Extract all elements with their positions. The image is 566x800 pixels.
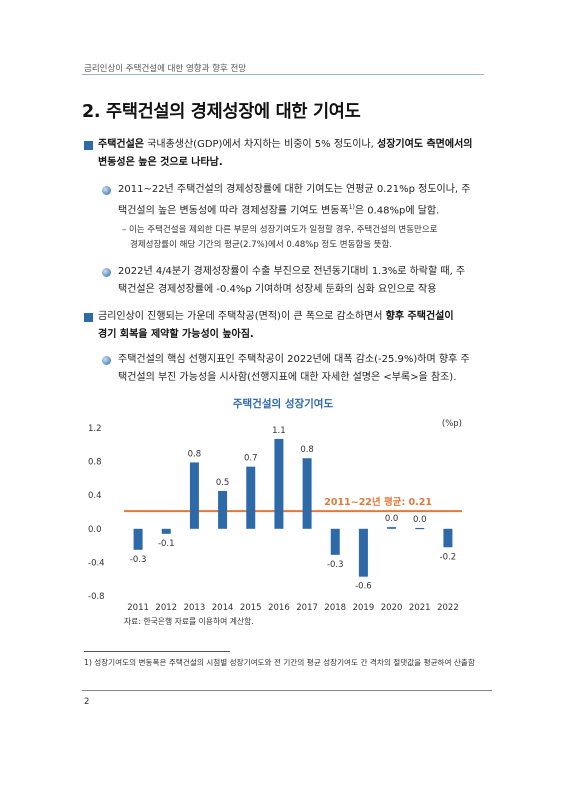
data-label: 0.5 bbox=[216, 478, 230, 488]
x-tick-label: 2019 bbox=[353, 603, 375, 613]
bar bbox=[274, 438, 284, 529]
section-title: 2. 주택건설의 경제성장에 대한 기여도 bbox=[82, 102, 361, 122]
bullet-1-line-1: 주택건설은 국내총생산(GDP)에서 차지하는 비중이 5% 정도이나, 성장기… bbox=[98, 135, 472, 155]
sub-3-line-1: 주택건설의 핵심 선행지표인 주택착공이 2022년에 대폭 감소(-25.9%… bbox=[118, 354, 470, 365]
bold-text: 변동성은 높은 것으로 나타남. bbox=[98, 157, 223, 168]
sub-1-line-1: 2011~22년 주택건설의 경제성장률에 대한 기여도는 연평균 0.21%p… bbox=[118, 184, 471, 195]
sub-2-line-1: 2022년 4/4분기 경제성장률이 수출 부진으로 전년동기대비 1.3%로 … bbox=[118, 266, 466, 277]
data-label: -0.1 bbox=[158, 539, 175, 549]
x-tick-label: 2015 bbox=[240, 603, 262, 613]
bar bbox=[443, 528, 453, 548]
x-tick-label: 2018 bbox=[324, 603, 346, 613]
circle-bullet-icon bbox=[102, 356, 111, 365]
x-tick-label: 2012 bbox=[155, 603, 177, 613]
footnote-divider bbox=[84, 651, 230, 652]
y-tick-label: -0.8 bbox=[88, 592, 105, 602]
y-tick-label: 0.0 bbox=[88, 525, 102, 535]
average-label: 2011~22년 평균: 0.21 bbox=[324, 496, 432, 508]
chart-source: 자료: 한국은행 자료를 이용하여 계산함. bbox=[124, 616, 254, 626]
footer-divider bbox=[82, 690, 492, 691]
data-label: -0.3 bbox=[327, 560, 344, 570]
data-label: 0.0 bbox=[413, 515, 427, 525]
sub-1-line-2: 택건설의 높은 변동성에 따라 경제성장률 기여도 변동폭1)은 0.48%p에… bbox=[118, 198, 439, 221]
text: 국내총생산(GDP)에서 차지하는 비중이 5% 정도이나, bbox=[144, 139, 377, 150]
bar bbox=[161, 528, 171, 534]
x-tick-label: 2021 bbox=[409, 603, 431, 613]
x-tick-label: 2016 bbox=[268, 603, 290, 613]
sub-3-line-2: 택건설의 부진 가능성을 시사함(선행지표에 대한 자세한 설명은 <부록>을 … bbox=[118, 372, 457, 383]
bold-text: 경기 회복을 제약할 가능성이 높아짐. bbox=[98, 329, 254, 340]
data-label: 0.8 bbox=[188, 449, 202, 459]
data-label: -0.3 bbox=[130, 555, 147, 565]
data-label: 0.7 bbox=[244, 454, 258, 464]
bar bbox=[387, 527, 397, 529]
x-tick-label: 2013 bbox=[184, 603, 206, 613]
text: 택건설의 높은 변동성에 따라 경제성장률 기여도 변동폭 bbox=[118, 205, 349, 217]
x-tick-label: 2020 bbox=[381, 603, 403, 613]
circle-bullet-icon bbox=[102, 268, 111, 277]
bold-text: 주택건설은 bbox=[98, 139, 144, 150]
bar bbox=[415, 527, 425, 530]
bar bbox=[246, 466, 256, 529]
note-line-2: 경제성장률이 해당 기간의 평균(2.7%)에서 0.48%p 정도 변동함을 … bbox=[130, 240, 393, 250]
data-label: -0.2 bbox=[440, 552, 457, 562]
y-tick-label: 1.2 bbox=[88, 424, 102, 434]
bar bbox=[330, 528, 340, 555]
text: 금리인상이 진행되는 가운데 주택착공(면적)이 큰 폭으로 감소하면서 bbox=[98, 311, 386, 322]
bar bbox=[189, 462, 199, 529]
bold-text: 향후 주택건설이 bbox=[385, 311, 454, 322]
bar bbox=[358, 528, 368, 577]
page-number: 2 bbox=[84, 697, 90, 707]
running-header: 금리인상이 주택건설에 대한 영향과 향후 전망 bbox=[84, 64, 247, 74]
square-bullet-icon bbox=[84, 141, 93, 150]
y-tick-label: -0.4 bbox=[88, 558, 105, 568]
y-unit-label: (%p) bbox=[442, 419, 462, 429]
x-tick-label: 2017 bbox=[296, 603, 318, 613]
bar bbox=[302, 458, 312, 529]
footnote: 1) 성장기여도의 변동폭은 주택건설의 시점별 성장기여도와 전 기간의 평균… bbox=[84, 658, 475, 667]
data-label: -0.6 bbox=[355, 582, 372, 592]
data-label: 1.1 bbox=[272, 426, 286, 436]
bullet-2-line-2: 경기 회복을 제약할 가능성이 높아짐. bbox=[98, 325, 254, 345]
bar bbox=[133, 528, 143, 550]
square-bullet-icon bbox=[84, 313, 93, 322]
y-tick-label: 0.4 bbox=[88, 491, 102, 501]
data-label: 0.0 bbox=[385, 514, 399, 524]
text: 은 0.48%p에 달함. bbox=[354, 205, 440, 217]
x-tick-label: 2014 bbox=[212, 603, 234, 613]
footnote-ref: 1) bbox=[348, 204, 355, 211]
bar bbox=[218, 491, 228, 529]
sub-2-line-2: 택건설은 경제성장률에 -0.4%p 기여하며 성장세 둔화의 심화 요인으로 … bbox=[118, 284, 437, 295]
data-label: 0.8 bbox=[300, 445, 314, 455]
bold-text: 성장기여도 측면에서의 bbox=[377, 139, 473, 150]
x-tick-label: 2022 bbox=[437, 603, 459, 613]
chart-title: 주택건설의 성장기여도 bbox=[232, 398, 334, 410]
x-tick-label: 2011 bbox=[127, 603, 149, 613]
y-tick-label: 0.8 bbox=[88, 458, 102, 468]
note-line-1: – 이는 주택건설을 제외한 다른 부문의 성장기여도가 일정할 경우, 주택건… bbox=[122, 225, 438, 235]
bullet-1-line-2: 변동성은 높은 것으로 나타남. bbox=[98, 153, 223, 173]
circle-bullet-icon bbox=[102, 186, 111, 195]
bullet-2-line-1: 금리인상이 진행되는 가운데 주택착공(면적)이 큰 폭으로 감소하면서 향후 … bbox=[98, 307, 454, 327]
header-divider bbox=[82, 74, 484, 75]
